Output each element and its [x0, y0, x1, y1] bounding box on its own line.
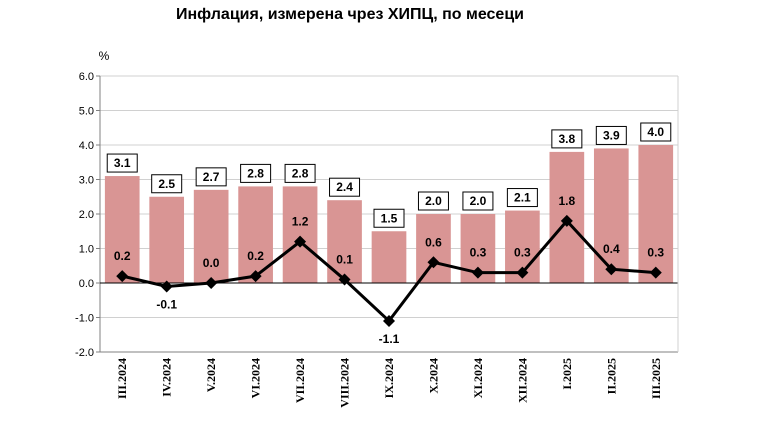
x-tick-label: V.2024	[204, 358, 218, 392]
y-axis-ticks: -2.0 -1.0 0.0 1.0 2.0 3.0 4.0 5.0 6.0	[75, 71, 100, 359]
y-tick-label: 3.0	[79, 175, 94, 187]
bar-data-label: 2.8	[247, 166, 264, 180]
line-data-label: -0.1	[156, 297, 177, 311]
bar-data-label: 2.7	[203, 170, 220, 184]
bar-label-box	[640, 122, 672, 142]
bar-data-label: 2.8	[292, 166, 309, 180]
x-tick-label: III.2025	[649, 358, 663, 399]
bar-data-label: 2.1	[514, 191, 531, 205]
line-point	[427, 256, 440, 269]
line-data-label: -1.1	[379, 332, 400, 346]
bar-label-box	[240, 163, 272, 183]
x-tick-label: II.2025	[604, 358, 618, 394]
x-tick-label: X.2024	[426, 358, 440, 394]
x-tick-label: VI.2024	[249, 358, 263, 398]
line-point	[605, 263, 618, 276]
y-tick-label: 4.0	[79, 140, 94, 152]
bar-label-box	[106, 153, 138, 173]
x-tick-label: IV.2024	[160, 358, 174, 397]
bar-data-label: 2.5	[158, 177, 175, 191]
line-point	[294, 235, 307, 248]
bar	[104, 176, 140, 283]
y-tick-label: 6.0	[79, 71, 94, 83]
bar	[371, 231, 407, 283]
line-point	[116, 270, 129, 283]
bar-label-box	[329, 177, 361, 197]
bar-data-label: 3.9	[603, 128, 620, 142]
line-point	[338, 273, 351, 286]
line-point	[383, 314, 395, 327]
line-data-label: 1.8	[559, 194, 576, 208]
y-axis-label: %	[99, 49, 110, 63]
bar	[149, 196, 185, 283]
bar-data-label: 3.8	[559, 132, 576, 146]
x-tick-label: I.2025	[560, 358, 574, 390]
line-point	[471, 266, 484, 279]
x-tick-label: III.2024	[115, 358, 129, 399]
y-tick-label: 2.0	[79, 209, 94, 221]
line-data-label: 0.4	[603, 242, 620, 256]
x-tick-label: XI.2024	[471, 358, 485, 398]
y-tick-label: 0.0	[79, 278, 94, 290]
bar-label-box	[195, 167, 227, 187]
line-point	[205, 277, 218, 289]
line-data-label: 0.2	[247, 249, 264, 263]
x-axis-ticks: III.2024 IV.2024 V.2024 VI.2024 VII.2024 VIII…	[115, 358, 663, 408]
y-tick-label: 5.0	[79, 106, 94, 118]
line-point	[160, 280, 173, 293]
bar	[638, 145, 674, 283]
line-point	[560, 214, 573, 227]
x-tick-label: VII.2024	[293, 358, 307, 403]
bar	[282, 186, 318, 283]
line-data-label: 0.3	[647, 246, 664, 260]
bar-label-box	[595, 125, 627, 145]
chart-title: Инфлация, измерена чрез ХИПЦ, по месеци	[175, 6, 524, 23]
line-point	[516, 266, 529, 279]
y-tick-label: -1.0	[75, 313, 94, 325]
line-point	[249, 270, 262, 283]
bar-data-labels: 3.1 2.5 2.7 2.8 2.8 2.4 1.5 2.0 2.0 2.1 3.8 3.9 4.0	[106, 122, 672, 228]
line-data-label: 0.0	[203, 256, 220, 270]
line-data-label: 0.3	[514, 246, 531, 260]
x-tick-label: VIII.2024	[338, 358, 352, 408]
line-data-label: 0.1	[336, 253, 353, 267]
y-tick-label: 1.0	[79, 244, 94, 256]
bar-label-box	[417, 191, 449, 211]
bar-label-box	[151, 174, 183, 194]
x-tick-label: IX.2024	[382, 358, 396, 398]
line-point	[649, 266, 662, 279]
bar-label-box	[284, 163, 316, 183]
line-data-label: 0.2	[114, 249, 131, 263]
bar-data-label: 1.5	[381, 211, 398, 225]
bar-label-box	[551, 129, 583, 149]
x-tick-label: XII.2024	[515, 358, 529, 403]
bar-label-box	[462, 191, 494, 211]
y-tick-label: -2.0	[75, 347, 94, 359]
bar-data-label: 2.0	[425, 194, 442, 208]
line-data-label: 0.6	[425, 235, 442, 249]
line-data-label: 1.2	[292, 215, 309, 229]
bar	[416, 214, 451, 283]
line-data-label: 0.3	[470, 246, 487, 260]
line-data-labels: 0.2 -0.1 0.0 0.2 1.2 0.1 -1.1 0.6 0.3 0.3 1.8 0.4 0.…	[114, 194, 665, 346]
bar-data-label: 2.0	[470, 194, 487, 208]
bar	[593, 148, 629, 283]
bar-data-label: 2.4	[336, 180, 353, 194]
bar-label-box	[373, 208, 405, 228]
line-series	[116, 214, 662, 327]
bar-data-label: 4.0	[647, 125, 664, 139]
bar-data-label: 3.1	[114, 156, 131, 170]
bar-label-box	[506, 188, 538, 208]
bar	[193, 189, 229, 283]
